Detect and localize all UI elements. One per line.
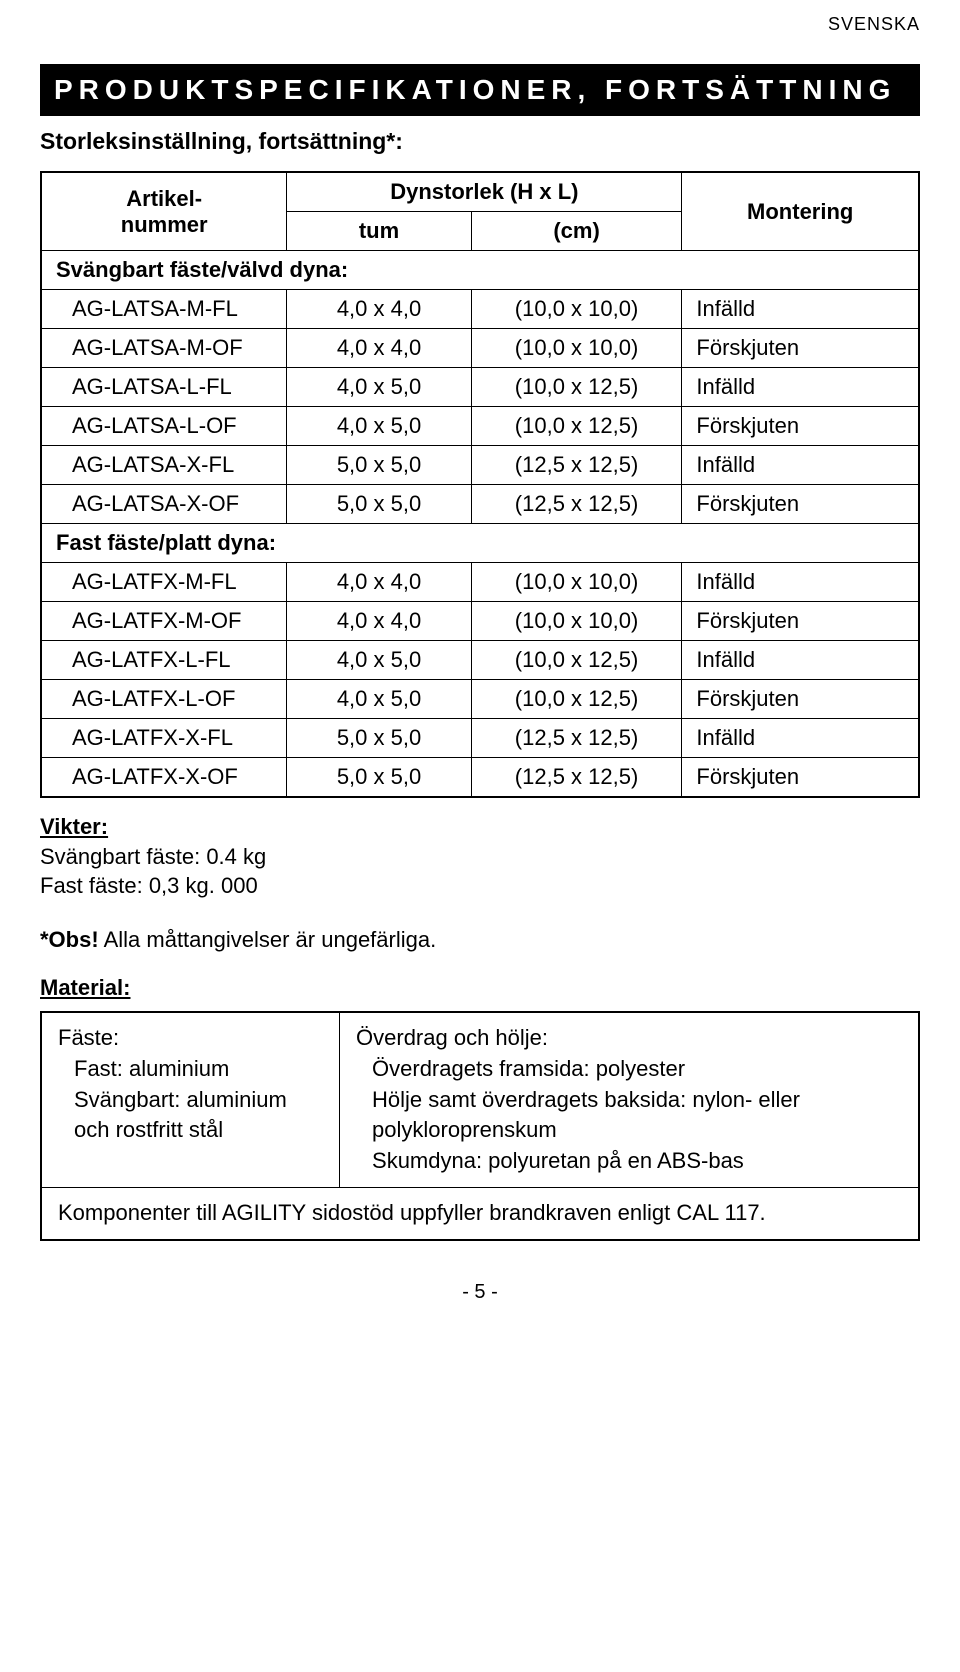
cell-cm: (10,0 x 12,5): [471, 407, 682, 446]
material-bottom-cell: Komponenter till AGILITY sidostöd uppfyl…: [41, 1188, 919, 1240]
cell-article: AG-LATFX-L-OF: [41, 680, 287, 719]
section-2-label: Fast fäste/platt dyna:: [41, 524, 919, 563]
cell-tum: 5,0 x 5,0: [287, 485, 471, 524]
cell-article: AG-LATFX-L-FL: [41, 641, 287, 680]
table-row: AG-LATFX-L-FL 4,0 x 5,0 (10,0 x 12,5) In…: [41, 641, 919, 680]
cell-cm: (12,5 x 12,5): [471, 719, 682, 758]
cell-mount: Förskjuten: [682, 485, 919, 524]
weights-line1: Svängbart fäste: 0.4 kg: [40, 844, 266, 869]
table-row: AG-LATSA-L-FL 4,0 x 5,0 (10,0 x 12,5) In…: [41, 368, 919, 407]
col-article: Artikel- nummer: [41, 172, 287, 251]
table-row: AG-LATSA-M-OF 4,0 x 4,0 (10,0 x 10,0) Fö…: [41, 329, 919, 368]
cell-article: AG-LATSA-L-FL: [41, 368, 287, 407]
weights-line2: Fast fäste: 0,3 kg. 000: [40, 873, 258, 898]
page: SVENSKA PRODUKTSPECIFIKATIONER, FORTSÄTT…: [0, 0, 960, 1344]
material-left-title: Fäste:: [58, 1025, 119, 1050]
cell-mount: Infälld: [682, 368, 919, 407]
cell-article: AG-LATFX-X-FL: [41, 719, 287, 758]
material-table: Fäste: Fast: aluminium Svängbart: alumin…: [40, 1011, 920, 1241]
cell-cm: (12,5 x 12,5): [471, 485, 682, 524]
cell-tum: 5,0 x 5,0: [287, 719, 471, 758]
cell-tum: 5,0 x 5,0: [287, 758, 471, 798]
material-right-title: Överdrag och hölje:: [356, 1025, 548, 1050]
cell-article: AG-LATSA-M-OF: [41, 329, 287, 368]
table-row: AG-LATFX-M-OF 4,0 x 4,0 (10,0 x 10,0) Fö…: [41, 602, 919, 641]
page-number: - 5 -: [40, 1281, 920, 1304]
cell-article: AG-LATFX-X-OF: [41, 758, 287, 798]
weights-heading: Vikter:: [40, 814, 108, 839]
col-article-l2: nummer: [121, 212, 208, 237]
col-article-l1: Artikel-: [126, 186, 202, 211]
cell-article: AG-LATSA-X-FL: [41, 446, 287, 485]
cell-cm: (10,0 x 12,5): [471, 680, 682, 719]
cell-article: AG-LATSA-L-OF: [41, 407, 287, 446]
cell-article: AG-LATSA-M-FL: [41, 290, 287, 329]
cell-mount: Förskjuten: [682, 407, 919, 446]
cell-cm: (10,0 x 10,0): [471, 329, 682, 368]
note-line: *Obs! Alla måttangivelser är ungefärliga…: [40, 927, 920, 953]
cell-mount: Infälld: [682, 290, 919, 329]
weights-block: Vikter: Svängbart fäste: 0.4 kg Fast fäs…: [40, 812, 920, 901]
col-mount: Montering: [682, 172, 919, 251]
cell-tum: 5,0 x 5,0: [287, 446, 471, 485]
col-tum: tum: [287, 212, 471, 251]
cell-cm: (10,0 x 12,5): [471, 368, 682, 407]
subtitle: Storleksinställning, fortsättning*:: [40, 128, 920, 155]
cell-mount: Förskjuten: [682, 329, 919, 368]
section-1-label: Svängbart fäste/välvd dyna:: [41, 251, 919, 290]
language-tag: SVENSKA: [828, 14, 920, 35]
material-heading: Material:: [40, 975, 920, 1001]
col-size-header: Dynstorlek (H x L): [287, 172, 682, 212]
cell-article: AG-LATFX-M-FL: [41, 563, 287, 602]
cell-tum: 4,0 x 4,0: [287, 329, 471, 368]
material-left-cell: Fäste: Fast: aluminium Svängbart: alumin…: [41, 1012, 340, 1187]
cell-tum: 4,0 x 4,0: [287, 602, 471, 641]
cell-mount: Förskjuten: [682, 758, 919, 798]
cell-mount: Infälld: [682, 641, 919, 680]
cell-tum: 4,0 x 5,0: [287, 407, 471, 446]
material-right-line2: Hölje samt överdragets baksida: nylon- e…: [356, 1085, 902, 1147]
cell-cm: (10,0 x 10,0): [471, 563, 682, 602]
table-section-1: Svängbart fäste/välvd dyna:: [41, 251, 919, 290]
table-row: AG-LATFX-X-FL 5,0 x 5,0 (12,5 x 12,5) In…: [41, 719, 919, 758]
cell-cm: (10,0 x 10,0): [471, 602, 682, 641]
cell-tum: 4,0 x 4,0: [287, 563, 471, 602]
cell-mount: Förskjuten: [682, 680, 919, 719]
material-right-cell: Överdrag och hölje: Överdragets framsida…: [340, 1012, 919, 1187]
cell-tum: 4,0 x 4,0: [287, 290, 471, 329]
cell-cm: (12,5 x 12,5): [471, 758, 682, 798]
col-cm: (cm): [471, 212, 682, 251]
cell-mount: Infälld: [682, 719, 919, 758]
table-row: AG-LATSA-L-OF 4,0 x 5,0 (10,0 x 12,5) Fö…: [41, 407, 919, 446]
material-right-line1: Överdragets framsida: polyester: [356, 1054, 902, 1085]
table-section-2: Fast fäste/platt dyna:: [41, 524, 919, 563]
cell-mount: Infälld: [682, 563, 919, 602]
cell-article: AG-LATFX-M-OF: [41, 602, 287, 641]
table-row: AG-LATSA-M-FL 4,0 x 4,0 (10,0 x 10,0) In…: [41, 290, 919, 329]
cell-tum: 4,0 x 5,0: [287, 368, 471, 407]
cell-mount: Infälld: [682, 446, 919, 485]
cell-tum: 4,0 x 5,0: [287, 641, 471, 680]
cell-tum: 4,0 x 5,0: [287, 680, 471, 719]
table-row: AG-LATFX-L-OF 4,0 x 5,0 (10,0 x 12,5) Fö…: [41, 680, 919, 719]
material-left-line1: Fast: aluminium: [58, 1054, 323, 1085]
table-row: AG-LATFX-X-OF 5,0 x 5,0 (12,5 x 12,5) Fö…: [41, 758, 919, 798]
material-right-line3: Skumdyna: polyuretan på en ABS-bas: [356, 1146, 902, 1177]
table-row: AG-LATSA-X-OF 5,0 x 5,0 (12,5 x 12,5) Fö…: [41, 485, 919, 524]
note-bold: *Obs!: [40, 927, 99, 952]
cell-mount: Förskjuten: [682, 602, 919, 641]
spec-table: Artikel- nummer Dynstorlek (H x L) Monte…: [40, 171, 920, 798]
table-row: AG-LATFX-M-FL 4,0 x 4,0 (10,0 x 10,0) In…: [41, 563, 919, 602]
section-header-bar: PRODUKTSPECIFIKATIONER, FORTSÄTTNING: [40, 64, 920, 116]
cell-cm: (10,0 x 12,5): [471, 641, 682, 680]
material-left-line2: Svängbart: aluminium och rostfritt stål: [58, 1085, 323, 1147]
cell-cm: (10,0 x 10,0): [471, 290, 682, 329]
cell-article: AG-LATSA-X-OF: [41, 485, 287, 524]
cell-cm: (12,5 x 12,5): [471, 446, 682, 485]
note-rest: Alla måttangivelser är ungefärliga.: [99, 927, 437, 952]
table-row: AG-LATSA-X-FL 5,0 x 5,0 (12,5 x 12,5) In…: [41, 446, 919, 485]
